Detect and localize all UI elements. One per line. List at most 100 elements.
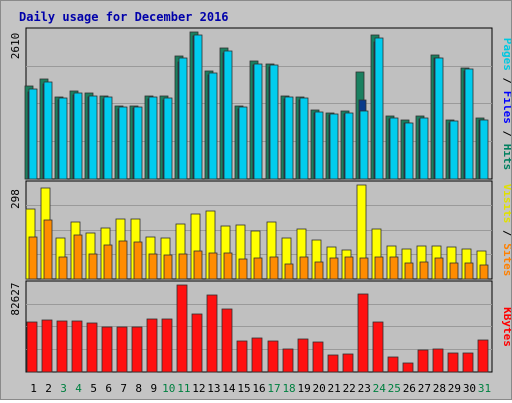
x-tick-label-11: 11 xyxy=(177,382,190,395)
x-tick-label-30: 30 xyxy=(463,382,476,395)
legend-visits: Visits xyxy=(501,184,511,224)
x-tick-label-20: 20 xyxy=(313,382,326,395)
bar-kbytes-day-17 xyxy=(267,340,279,373)
bar-sites-day-4 xyxy=(73,234,83,280)
x-tick-label-19: 19 xyxy=(297,382,310,395)
legend-sites: Sites xyxy=(501,243,511,276)
bar-pages-day-31 xyxy=(479,119,489,180)
bar-sites-day-18 xyxy=(284,263,294,280)
x-tick-label-23: 23 xyxy=(358,382,371,395)
bar-pages-day-9 xyxy=(148,96,158,180)
x-tick-label-8: 8 xyxy=(135,382,142,395)
legend-separator: / xyxy=(501,124,511,144)
x-tick-label-27: 27 xyxy=(418,382,431,395)
bar-kbytes-day-7 xyxy=(116,326,128,373)
bar-sites-day-22 xyxy=(344,256,354,280)
bar-sites-day-3 xyxy=(58,256,68,280)
bar-kbytes-day-23 xyxy=(357,293,369,373)
panel-kbytes: 82627 KBytes xyxy=(9,280,512,373)
bar-sites-day-16 xyxy=(253,257,263,280)
bar-kbytes-day-15 xyxy=(236,340,248,373)
x-tick-label-13: 13 xyxy=(207,382,220,395)
x-tick-label-26: 26 xyxy=(403,382,416,395)
bar-pages-day-19 xyxy=(299,97,309,180)
bar-sites-day-13 xyxy=(208,252,218,280)
bar-pages-day-24 xyxy=(374,37,384,180)
legend-separator: / xyxy=(501,71,511,91)
bar-pages-day-11 xyxy=(178,57,188,180)
bar-sites-day-15 xyxy=(238,258,248,280)
bar-sites-day-31 xyxy=(479,264,489,280)
bar-sites-day-30 xyxy=(464,262,474,280)
bar-sites-day-7 xyxy=(118,240,128,280)
bar-pages-day-29 xyxy=(449,120,459,180)
legend-separator: / xyxy=(501,223,511,243)
bar-sites-day-23 xyxy=(359,257,369,280)
x-tick-label-10: 10 xyxy=(162,382,175,395)
legend-pages: Pages xyxy=(501,38,511,71)
bar-pages-day-27 xyxy=(419,117,429,180)
bar-sites-day-27 xyxy=(419,261,429,280)
bar-pages-day-4 xyxy=(73,92,83,180)
bar-kbytes-day-13 xyxy=(206,294,218,373)
bar-kbytes-day-30 xyxy=(462,352,474,373)
bar-pages-day-2 xyxy=(43,81,53,180)
x-tick-label-9: 9 xyxy=(150,382,157,395)
bar-pages-day-17 xyxy=(269,64,279,180)
bar-pages-day-8 xyxy=(133,106,143,180)
bar-pages-day-16 xyxy=(253,63,263,180)
panel-visits-sites: 298 Visits / Sites xyxy=(9,180,512,280)
bar-kbytes-day-22 xyxy=(342,353,354,373)
legend-kbytes: KBytes xyxy=(501,307,511,347)
bar-pages-day-12 xyxy=(193,34,203,180)
bar-sites-day-10 xyxy=(163,254,173,280)
bar-kbytes-day-8 xyxy=(131,326,143,373)
bar-kbytes-day-19 xyxy=(297,338,309,373)
bar-sites-day-17 xyxy=(269,256,279,280)
x-tick-label-29: 29 xyxy=(448,382,461,395)
bar-kbytes-day-16 xyxy=(251,337,263,373)
legend-hits: Hits xyxy=(501,144,511,171)
x-tick-label-2: 2 xyxy=(45,382,52,395)
panel-legend: Visits / Sites xyxy=(501,184,511,277)
panel-pages-files-hits: 2610 Pages / Files / Hits xyxy=(9,27,512,180)
bar-pages-day-1 xyxy=(28,88,38,180)
bar-pages-day-13 xyxy=(208,72,218,180)
bar-kbytes-day-1 xyxy=(26,321,38,373)
bar-sites-day-26 xyxy=(404,262,414,280)
bar-pages-day-5 xyxy=(88,95,98,180)
bar-pages-day-20 xyxy=(314,111,324,180)
bar-kbytes-day-31 xyxy=(477,339,489,373)
bar-sites-day-19 xyxy=(299,256,309,280)
x-tick-label-7: 7 xyxy=(120,382,127,395)
bar-sites-day-11 xyxy=(178,253,188,280)
bar-kbytes-day-10 xyxy=(161,318,173,373)
x-tick-label-3: 3 xyxy=(60,382,67,395)
bar-kbytes-day-28 xyxy=(432,348,444,373)
bar-kbytes-day-6 xyxy=(101,326,113,373)
bar-sites-day-29 xyxy=(449,262,459,280)
x-tick-label-12: 12 xyxy=(192,382,205,395)
panel-max-label: 2610 xyxy=(9,33,22,60)
bar-sites-day-28 xyxy=(434,257,444,280)
bar-kbytes-day-5 xyxy=(86,322,98,373)
bar-kbytes-day-14 xyxy=(221,308,233,373)
bar-kbytes-day-9 xyxy=(146,318,158,373)
x-tick-label-1: 1 xyxy=(30,382,37,395)
bar-kbytes-day-27 xyxy=(417,349,429,373)
bar-kbytes-day-20 xyxy=(312,341,324,373)
bar-kbytes-day-24 xyxy=(372,321,384,373)
bar-pages-day-6 xyxy=(103,96,113,180)
x-tick-label-15: 15 xyxy=(237,382,250,395)
bar-kbytes-day-4 xyxy=(71,320,83,373)
bar-sites-day-8 xyxy=(133,241,143,280)
bar-pages-day-10 xyxy=(163,97,173,180)
x-tick-label-28: 28 xyxy=(433,382,446,395)
x-tick-label-24: 24 xyxy=(373,382,387,395)
x-tick-label-31: 31 xyxy=(478,382,491,395)
x-tick-label-25: 25 xyxy=(388,382,401,395)
x-tick-label-4: 4 xyxy=(75,382,82,395)
panel-legend: KBytes xyxy=(501,307,511,347)
x-tick-label-17: 17 xyxy=(267,382,280,395)
